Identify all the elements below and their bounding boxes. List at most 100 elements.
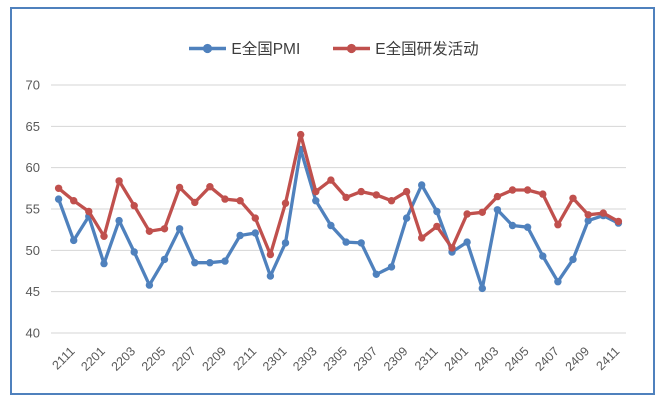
series-0-marker-2405 [508,221,517,230]
y-axis-label-55: 55 [26,202,40,217]
x-axis-label-2405: 2405 [502,344,532,374]
series-1-marker-2205 [145,227,154,235]
series-1-marker-2407 [539,190,547,198]
series-0-marker-2408 [554,278,562,286]
x-axis-label-2407: 2407 [532,344,562,374]
series-0-marker-2309 [387,263,396,271]
series-0-marker-2406 [523,223,532,231]
series-0-marker-2310 [402,214,411,222]
series-1-marker-2202 [100,232,108,240]
series-1-marker-2401 [448,244,456,252]
series-0-marker-2301 [266,272,275,280]
x-axis-label-2403: 2403 [472,344,502,374]
series-1-marker-2410 [584,211,592,219]
series-0-marker-2308 [372,270,380,278]
series-0-marker-2204 [130,248,138,256]
x-axis-label-2311: 2311 [412,344,441,373]
series-0-marker-2202 [100,259,108,268]
y-axis-label-65: 65 [26,119,40,134]
x-axis-label-2307: 2307 [351,344,381,374]
x-axis-label-2309: 2309 [381,344,411,374]
series-0-marker-2206 [160,255,169,264]
x-axis-label-2203: 2203 [109,344,139,374]
series-0-marker-2112 [70,236,78,245]
x-axis-label-2211: 2211 [230,344,259,373]
series-0-marker-2209 [206,259,214,267]
x-axis-label-2305: 2305 [320,344,350,374]
x-axis-label-2205: 2205 [139,344,169,374]
x-axis-label-2301: 2301 [260,344,290,374]
series-1-marker-2308 [372,191,380,199]
series-0-marker-2306 [342,238,350,246]
series-1-marker-2211 [236,197,244,205]
series-1-marker-2209 [206,183,214,191]
series-1-marker-2406 [523,186,532,194]
series-0-marker-2207 [175,225,184,233]
series-1-marker-2305 [327,176,335,184]
series-line-1 [56,132,621,257]
series-1-marker-2412 [614,217,623,226]
series-1-marker-2203 [115,177,123,185]
series-1-marker-2111 [54,184,63,192]
series-1-marker-2306 [342,193,350,202]
series-0-marker-2402 [463,238,471,246]
legend-swatch-rd-icon [333,43,371,53]
legend-item-pmi: E全国PMI [188,37,300,59]
series-1-marker-2312 [433,222,441,231]
legend-label-rd: E全国研发活动 [375,41,479,58]
y-axis-label-50: 50 [26,243,40,258]
series-0-marker-2210 [221,257,229,265]
legend-label-pmi: E全国PMI [231,41,301,58]
y-axis-label-70: 70 [26,78,40,93]
x-axis-label-2111: 2111 [49,344,77,372]
series-1-marker-2402 [463,210,471,218]
series-1-marker-2303 [297,130,305,139]
series-1-marker-2210 [221,195,229,203]
series-1-marker-2301 [266,250,275,259]
legend-item-rd: E全国研发活动 [332,37,479,59]
series-1-marker-2206 [160,225,169,233]
x-axis-label-2401: 2401 [442,344,472,374]
series-1-marker-2201 [85,207,93,216]
series-1-marker-2408 [554,221,562,229]
series-1-marker-2302 [281,199,290,207]
series-1-marker-2207 [175,183,184,192]
series-1-marker-2405 [508,186,517,194]
series-0-marker-2212 [251,229,259,237]
series-1-marker-2311 [418,234,426,242]
y-axis-label-45: 45 [26,284,40,299]
series-1-marker-2309 [387,197,396,205]
series-1-marker-2212 [251,214,259,222]
series-1-marker-2404 [493,192,502,201]
series-1-marker-2112 [70,197,78,205]
series-1-marker-2411 [599,209,607,217]
series-0-marker-2409 [569,255,577,264]
series-0-marker-2407 [539,252,547,260]
series-0-marker-2410 [584,216,592,225]
series-0-marker-2312 [433,207,441,216]
series-1-marker-2208 [191,198,199,207]
series-1-marker-2310 [402,187,411,196]
x-axis-label-2303: 2303 [290,344,320,374]
x-axis-label-2411: 2411 [594,344,623,373]
series-1-marker-2403 [478,208,486,216]
series-0-marker-2304 [312,197,320,205]
series-1-marker-2307 [357,187,365,196]
series-1-marker-2304 [312,187,320,196]
x-axis-label-2207: 2207 [169,344,199,374]
x-axis-label-2201: 2201 [78,344,108,374]
series-0-marker-2302 [281,239,290,247]
chart-legend: E全国PMI E全国研发活动 [0,37,667,59]
series-0-marker-2403 [478,284,486,293]
series-0-marker-2307 [357,239,365,247]
series-0-marker-2111 [54,195,63,203]
legend-swatch-pmi-icon [189,43,227,53]
series-0-marker-2208 [191,259,199,267]
y-axis-label-60: 60 [26,160,40,175]
series-0-marker-2305 [327,221,335,230]
series-0-marker-2404 [493,206,502,214]
series-0-marker-2205 [145,281,154,289]
x-axis-label-2209: 2209 [199,344,229,374]
series-1-marker-2409 [569,194,577,202]
